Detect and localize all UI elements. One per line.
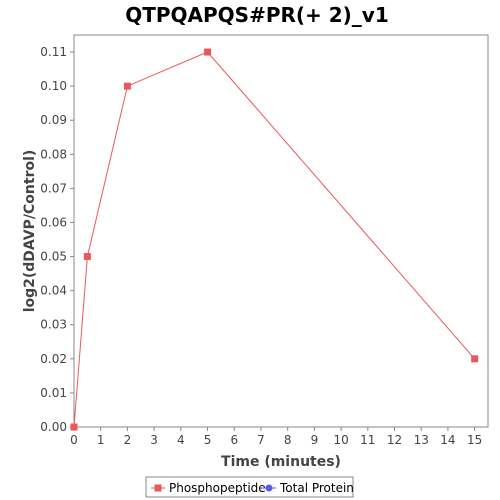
- y-tick-label: 0.03: [40, 318, 67, 332]
- y-tick-label: 0.01: [40, 386, 67, 400]
- x-tick-label: 11: [360, 433, 375, 447]
- y-tick-label: 0.04: [40, 284, 67, 298]
- y-axis-label: log2(dDAVP/Control): [22, 150, 38, 313]
- x-tick-label: 10: [333, 433, 348, 447]
- data-point: [471, 355, 479, 363]
- data-point: [83, 253, 91, 261]
- x-tick-label: 4: [177, 433, 185, 447]
- y-tick-label: 0.08: [40, 147, 67, 161]
- x-tick-label: 14: [440, 433, 455, 447]
- legend-label: Total Protein: [279, 481, 354, 495]
- data-point: [70, 423, 78, 431]
- y-tick-label: 0.02: [40, 352, 67, 366]
- data-point: [123, 82, 131, 90]
- plot-area: [73, 34, 489, 428]
- x-tick-label: 1: [97, 433, 105, 447]
- x-tick-label: 8: [284, 433, 292, 447]
- x-tick-label: 3: [150, 433, 158, 447]
- legend-marker: [265, 484, 273, 492]
- x-tick-label: 15: [467, 433, 482, 447]
- legend-marker: [154, 484, 162, 492]
- x-tick-label: 9: [311, 433, 319, 447]
- x-tick-label: 2: [124, 433, 132, 447]
- series-layer: [70, 48, 479, 431]
- x-tick-label: 0: [70, 433, 78, 447]
- y-tick-label: 0.07: [40, 181, 67, 195]
- x-tick-label: 12: [387, 433, 402, 447]
- x-axis: 0 1 2 3 4 5 6 7 8 9 10 11 12 13 14 15: [70, 427, 482, 447]
- x-tick-label: 6: [230, 433, 238, 447]
- y-tick-label: 0.10: [40, 79, 67, 93]
- data-point: [204, 48, 212, 56]
- x-tick-label: 13: [414, 433, 429, 447]
- y-axis: 0.00 0.01 0.02 0.03 0.04 0.05 0.06 0.07 0.08 0.09…: [40, 45, 74, 434]
- y-tick-label: 0.00: [40, 420, 67, 434]
- legend: Phosphopeptide Total Protein: [145, 476, 354, 498]
- chart-title: QTPQAPQS#PR(+ 2)_v1: [125, 3, 389, 27]
- x-axis-label: Time (minutes): [221, 454, 341, 470]
- y-tick-label: 0.05: [40, 250, 67, 264]
- y-tick-label: 0.09: [40, 113, 67, 127]
- legend-box: [145, 476, 354, 498]
- legend-label: Phosphopeptide: [169, 481, 266, 495]
- x-tick-label: 7: [257, 433, 265, 447]
- y-tick-label: 0.11: [40, 45, 67, 59]
- x-tick-label: 5: [204, 433, 212, 447]
- y-tick-label: 0.06: [40, 215, 67, 229]
